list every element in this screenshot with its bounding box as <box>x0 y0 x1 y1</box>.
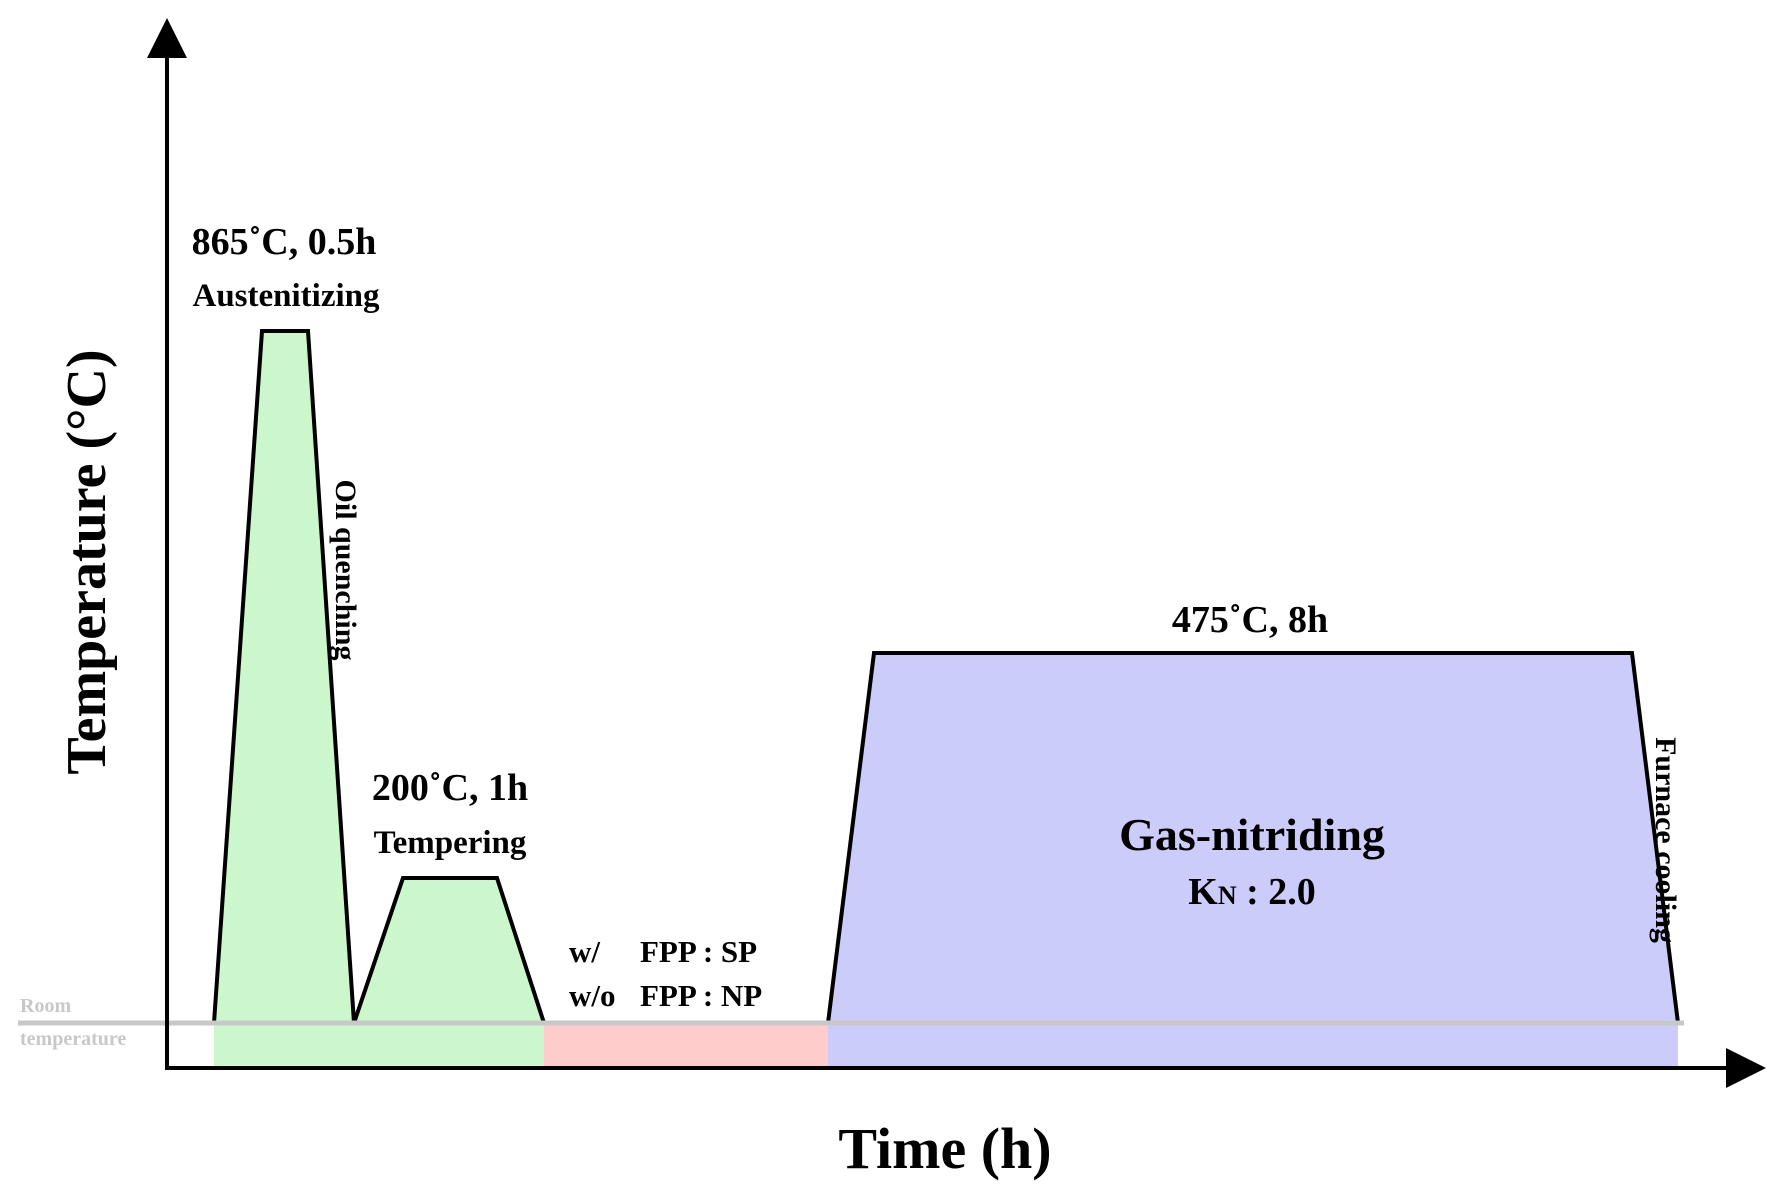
band-green <box>214 1023 544 1068</box>
kn-symbol: K <box>1188 871 1218 913</box>
fpp-np-prefix: w/o <box>569 978 616 1013</box>
kn-value: : 2.0 <box>1237 871 1316 913</box>
nitriding-condition: 475˚C, 8h <box>1172 599 1328 641</box>
tempering-condition: 200˚C, 1h <box>372 767 528 809</box>
tempering-label: Tempering <box>374 825 527 861</box>
furnace-cooling-label: Furnace cooling <box>1649 737 1682 943</box>
austenitizing-condition: 865˚C, 0.5h <box>192 221 377 263</box>
band-pink <box>544 1023 828 1068</box>
austenitizing-peak <box>211 329 357 1025</box>
tempering-peak <box>351 876 547 1025</box>
room-temp-label-2: temperature <box>20 1028 126 1050</box>
kn-subscript: N <box>1218 881 1237 910</box>
fpp-sp-label: FPP : SP <box>640 934 757 969</box>
x-axis-label: Time (h) <box>838 1116 1051 1181</box>
oil-quenching-label: Oil quenching <box>329 480 362 661</box>
kn-label: KN : 2.0 <box>1188 871 1316 913</box>
nitriding-label: Gas-nitriding <box>1119 809 1385 860</box>
austenitizing-label: Austenitizing <box>192 278 380 314</box>
band-blue <box>828 1023 1678 1068</box>
fpp-np-label: FPP : NP <box>640 978 762 1013</box>
room-temp-label-1: Room <box>20 995 71 1017</box>
y-axis-label: Temperature (°C) <box>56 349 118 774</box>
fpp-sp-prefix: w/ <box>569 934 600 969</box>
